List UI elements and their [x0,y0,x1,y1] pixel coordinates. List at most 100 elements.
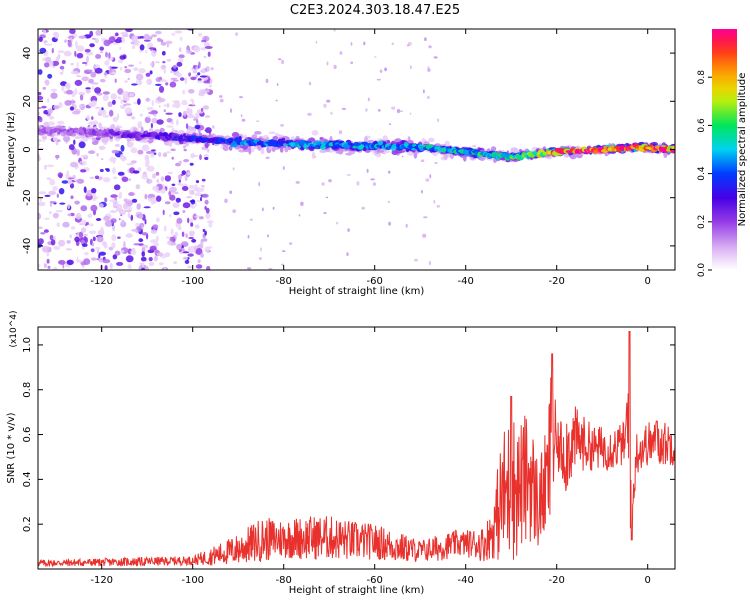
noise-blob [200,47,207,51]
noise-blob [160,79,168,83]
colorbar-tick-label: 0.8 [697,70,707,85]
noise-blob [109,156,117,163]
noise-blob [56,154,59,160]
x-tick-label: -80 [276,575,292,586]
noise-blob [102,91,110,95]
noise-blob [350,61,354,64]
noise-blob [57,50,65,54]
noise-blob [78,91,86,96]
noise-blob [70,195,74,200]
noise-blob [178,54,185,59]
noise-blob [120,98,124,105]
noise-blob [38,226,43,229]
noise-blob [182,210,186,213]
noise-blob [110,218,117,224]
noise-blob [90,248,95,253]
noise-blob [121,176,129,182]
noise-blob [144,154,150,161]
noise-blob [164,252,171,258]
noise-blob [50,88,58,93]
noise-blob [59,65,65,70]
noise-blob [158,152,162,157]
noise-blob [170,228,174,235]
ridge-blob [377,140,384,146]
ridge-blob [260,147,265,155]
noise-blob [120,105,126,109]
noise-blob [109,199,117,202]
ridge-blob [179,134,183,140]
noise-blob [100,226,104,234]
noise-blob [210,67,214,71]
noise-blob [191,238,197,243]
noise-blob [249,218,253,221]
noise-blob [195,180,200,184]
noise-blob [48,190,57,196]
noise-blob [94,87,102,94]
x-tick-label: -120 [90,575,113,586]
noise-blob [433,199,436,204]
noise-blob [120,144,125,152]
noise-blob [114,143,120,147]
noise-blob [99,168,104,173]
noise-blob [115,32,119,37]
noise-blob [130,214,134,221]
noise-blob [69,29,76,34]
noise-blob [346,252,349,257]
noise-blob [131,198,138,203]
noise-blob [155,171,160,176]
noise-blob [116,113,120,120]
ridge-blob [444,140,450,146]
noise-blob [196,199,200,203]
noise-blob [281,59,285,65]
noise-blob [78,231,84,238]
noise-blob [194,192,202,197]
ridge-blob [204,142,209,149]
noise-blob [192,70,197,74]
ridge-blob [311,130,319,136]
noise-blob [124,209,132,213]
noise-blob [308,81,312,86]
noise-blob [193,186,199,192]
colorbar-tick-label: 0.2 [697,215,707,229]
noise-blob [200,185,205,188]
noise-blob [109,262,113,269]
noise-blob [66,259,74,265]
noise-blob [423,216,428,219]
noise-blob [298,214,301,217]
noise-blob [191,67,195,71]
noise-blob [82,243,88,248]
noise-blob [119,67,123,71]
noise-blob [45,56,52,63]
noise-blob [178,223,182,229]
noise-blob [130,249,137,255]
noise-blob [151,34,158,38]
noise-blob [420,159,425,162]
noise-blob [202,228,206,233]
noise-blob [186,196,192,199]
noise-blob [85,221,90,226]
noise-blob [148,111,155,115]
noise-blob [79,94,84,101]
noise-blob [62,221,70,228]
noise-blob [379,69,383,73]
noise-blob [372,182,376,186]
noise-blob [169,194,176,201]
noise-blob [202,193,209,198]
noise-blob [91,82,99,85]
ridge-blob [59,126,65,130]
noise-blob [162,61,166,64]
noise-blob [59,72,64,75]
noise-blob [119,46,122,50]
noise-blob [150,152,155,158]
noise-blob [145,72,151,77]
noise-blob [145,98,151,102]
noise-blob [256,120,260,122]
noise-blob [76,52,84,59]
snr-series-line [38,331,675,568]
noise-blob [388,123,392,126]
noise-blob [120,153,124,161]
noise-blob [89,43,95,48]
ridge-blob [222,145,229,152]
noise-blob [391,42,394,45]
noise-blob [38,106,43,110]
